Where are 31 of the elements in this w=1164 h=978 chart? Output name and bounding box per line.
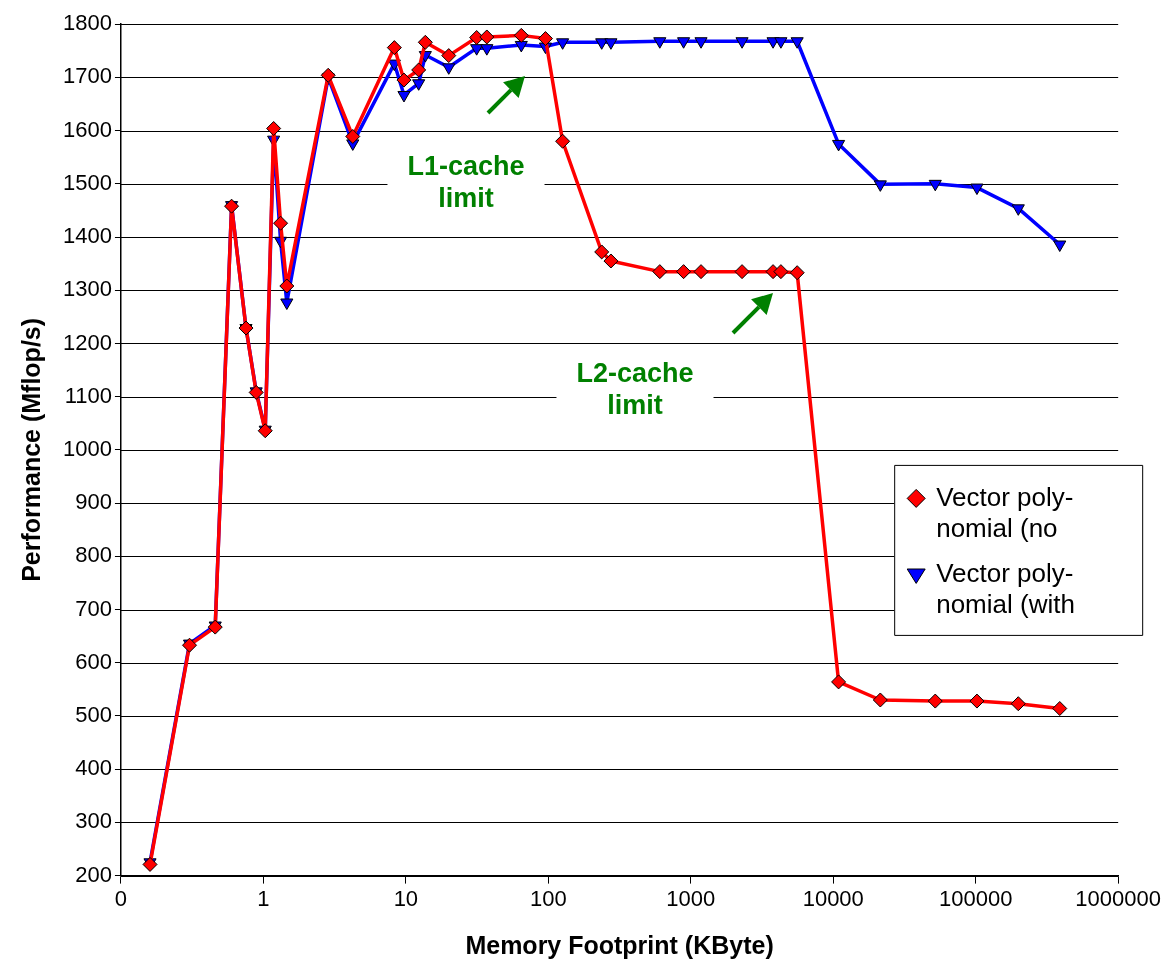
y-tick-label: 900	[75, 489, 112, 515]
y-tick-label: 1800	[62, 10, 112, 36]
x-tick-label: 100000	[939, 885, 1013, 911]
y-tick-label: 400	[75, 755, 112, 781]
y-tick-label: 500	[75, 702, 112, 728]
x-tick-label: 1	[257, 885, 270, 911]
x-tick-label: 10000	[802, 885, 864, 911]
y-tick-label: 300	[75, 808, 112, 834]
x-tick-label: 10	[393, 885, 419, 911]
y-tick-label: 1200	[62, 329, 112, 355]
y-tick-label: 800	[75, 542, 112, 568]
annotation: L2-cache limit	[576, 358, 694, 421]
x-axis-title: Memory Footprint (KByte)	[465, 930, 774, 959]
y-tick-label: 200	[75, 861, 112, 887]
y-tick-label: 1300	[62, 276, 112, 302]
x-tick-label: 1000000	[1075, 885, 1161, 911]
y-tick-label: 1600	[62, 116, 112, 142]
x-tick-label: 0	[114, 885, 128, 911]
y-tick-label: 700	[75, 595, 112, 621]
y-tick-label: 1100	[64, 382, 112, 408]
y-tick-label: 1700	[62, 63, 112, 89]
y-tick-label: 1400	[62, 223, 112, 249]
y-tick-label: 600	[75, 648, 112, 674]
y-tick-label: 1500	[62, 169, 112, 195]
legend-label: Vector poly-nomial (no	[936, 481, 1074, 543]
x-tick-label: 1000	[666, 885, 716, 911]
x-tick-label: 100	[529, 885, 567, 911]
y-tick-label: 1000	[62, 435, 112, 461]
legend-label: Vector poly-nomial (with	[936, 557, 1075, 619]
annotation: L1-cache limit	[407, 151, 525, 214]
y-axis-title: Performance (Mflop/s)	[16, 317, 45, 582]
